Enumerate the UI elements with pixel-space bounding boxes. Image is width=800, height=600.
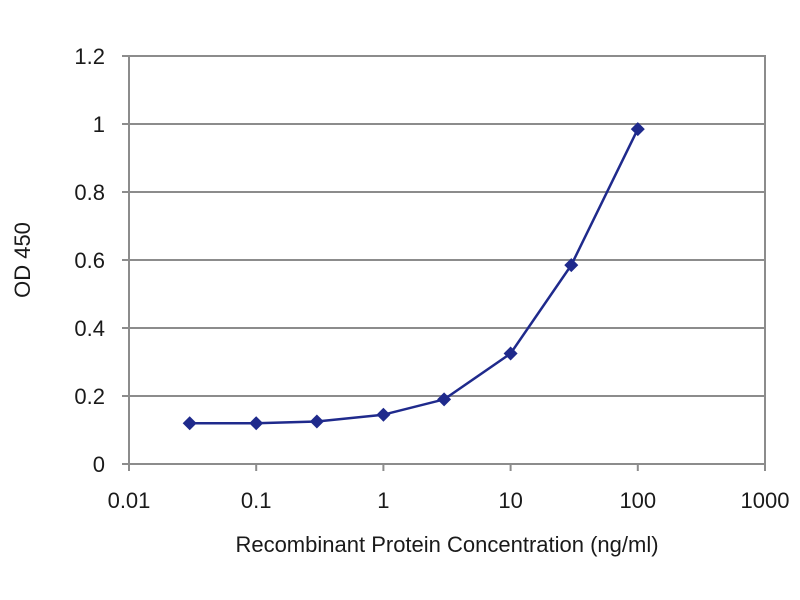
x-tick-label: 1000 [741, 488, 790, 513]
x-tick-label: 100 [619, 488, 656, 513]
y-tick-label: 0.8 [74, 180, 105, 205]
x-tick-label: 0.01 [108, 488, 151, 513]
y-tick-label: 1 [93, 112, 105, 137]
y-tick-label: 0.6 [74, 248, 105, 273]
data-point-marker [437, 392, 452, 407]
x-axis-title: Recombinant Protein Concentration (ng/ml… [235, 532, 658, 557]
x-tick-label: 0.1 [241, 488, 272, 513]
series-line [189, 128, 639, 425]
y-tick-label: 1.2 [74, 44, 105, 69]
data-point-marker [182, 416, 197, 431]
y-axis-title: OD 450 [10, 222, 35, 298]
x-tick-label: 1 [377, 488, 389, 513]
y-tick-label: 0.2 [74, 384, 105, 409]
data-point-marker [630, 122, 645, 137]
ticks: 0 0.2 0.4 0.6 0.8 1 1.2 0.01 0.1 1 10 100 1000 [74, 44, 789, 513]
gridlines [129, 123, 765, 397]
data-point-marker [309, 414, 324, 429]
data-point-marker [376, 407, 391, 422]
y-tick-label: 0.4 [74, 316, 105, 341]
series [182, 122, 645, 431]
data-point-marker [503, 346, 518, 361]
data-point-marker [249, 416, 264, 431]
y-tick-label: 0 [93, 452, 105, 477]
x-tick-label: 10 [498, 488, 522, 513]
data-point-marker [564, 258, 579, 273]
